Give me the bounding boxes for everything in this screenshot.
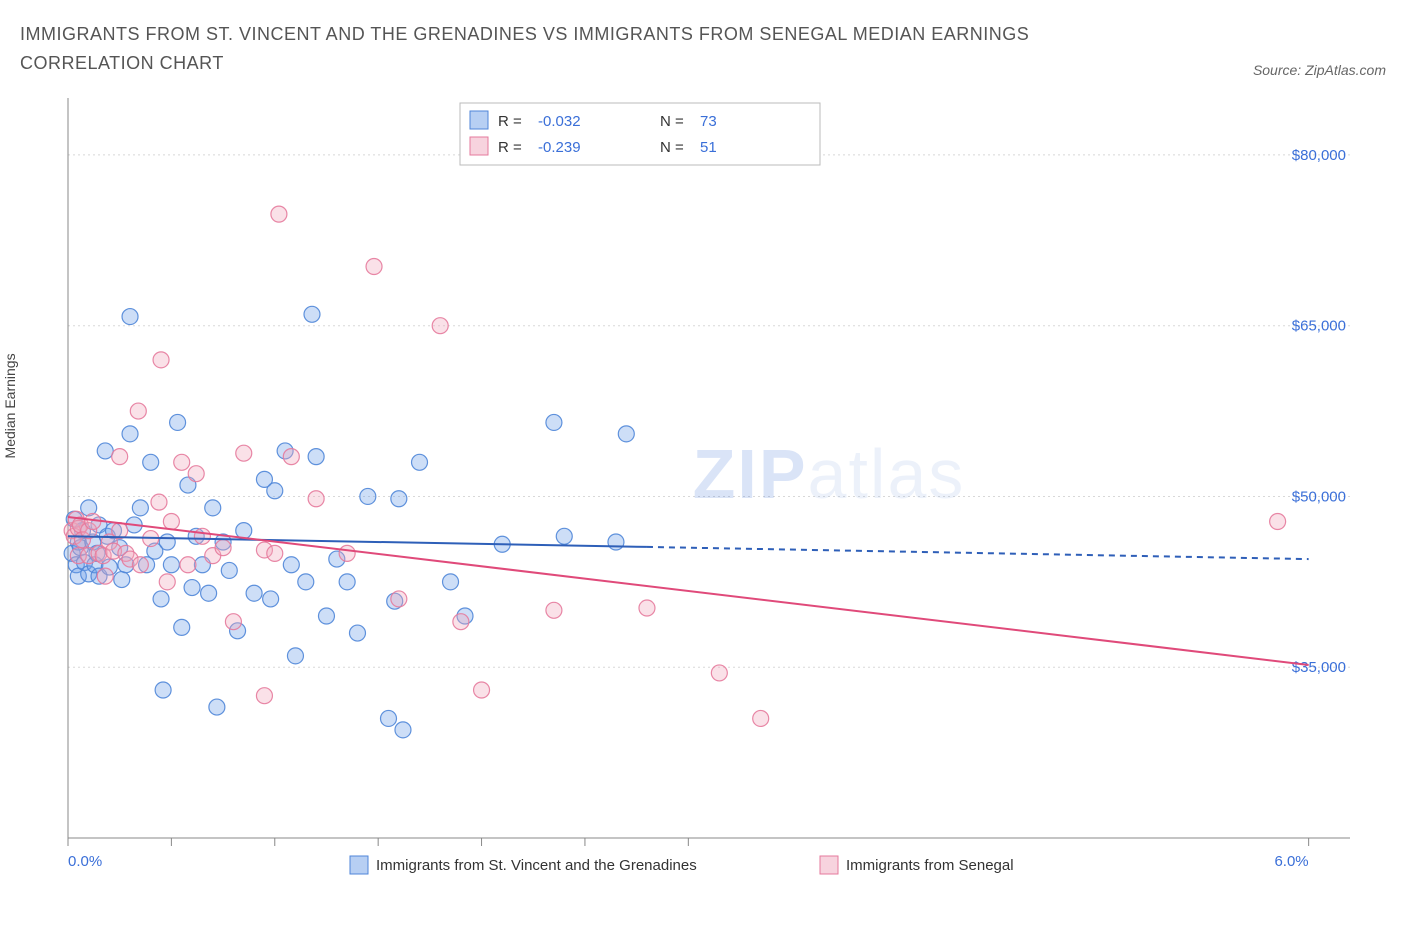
data-point [546,602,562,618]
legend-n-label: N = [660,139,684,156]
data-point [391,490,407,506]
data-point [122,425,138,441]
data-point [194,528,210,544]
data-point [308,448,324,464]
data-point [608,534,624,550]
data-point [1270,513,1286,529]
data-point [304,306,320,322]
data-point [432,317,448,333]
data-point [184,579,200,595]
chart-title: IMMIGRANTS FROM ST. VINCENT AND THE GREN… [20,20,1120,78]
data-point [267,482,283,498]
data-point [711,665,727,681]
data-point [236,522,252,538]
data-point [546,414,562,430]
legend-series-label: Immigrants from St. Vincent and the Gren… [376,857,697,874]
legend-swatch [470,111,488,129]
data-point [474,682,490,698]
data-point [155,682,171,698]
data-point [753,710,769,726]
correlation-scatter-chart: $35,000 $50,000 $65,000 $80,000 0.0% 6.0% ZIPa… [20,88,1360,918]
data-point [412,454,428,470]
data-point [639,600,655,616]
regression-line-dashed [647,547,1309,559]
data-point [246,585,262,601]
data-point [130,403,146,419]
legend-swatch [350,856,368,874]
data-point [205,499,221,515]
data-point [151,494,167,510]
data-point [453,613,469,629]
data-point [201,585,217,601]
data-point [298,573,314,589]
data-point [618,425,634,441]
data-point [132,499,148,515]
data-point [188,465,204,481]
source-attribution: Source: ZipAtlas.com [1253,62,1386,78]
y-tick-label: $80,000 [1292,147,1346,164]
x-tick-label: 0.0% [68,853,102,870]
legend-series-label: Immigrants from Senegal [846,857,1014,874]
data-point [170,414,186,430]
data-point [153,591,169,607]
data-point [360,488,376,504]
data-point [163,556,179,572]
data-point [122,308,138,324]
legend-r-value: -0.032 [538,113,581,130]
legend-r-label: R = [498,113,522,130]
data-point [180,556,196,572]
legend-r-value: -0.239 [538,139,581,156]
data-point [174,619,190,635]
y-axis-label: Median Earnings [2,353,18,458]
data-point [391,591,407,607]
data-point [283,448,299,464]
legend-n-value: 51 [700,139,717,156]
data-point [114,571,130,587]
data-point [318,608,334,624]
y-tick-label: $35,000 [1292,659,1346,676]
data-point [263,591,279,607]
data-point [556,528,572,544]
data-point [143,454,159,470]
x-tick-label: 6.0% [1274,853,1308,870]
data-point [97,568,113,584]
data-point [339,573,355,589]
data-point [349,625,365,641]
data-point [215,539,231,555]
data-point [159,534,175,550]
data-point [287,647,303,663]
data-point [308,490,324,506]
data-point [283,556,299,572]
data-point [256,687,272,703]
data-point [366,258,382,274]
data-point [97,443,113,459]
y-tick-label: $50,000 [1292,488,1346,505]
data-point [236,445,252,461]
legend-n-label: N = [660,113,684,130]
watermark: ZIPatlas [693,435,966,513]
data-point [271,206,287,222]
data-point [267,545,283,561]
legend-n-value: 73 [700,113,717,130]
data-point [163,513,179,529]
data-point [159,573,175,589]
data-point [395,721,411,737]
data-point [381,710,397,726]
data-point [132,556,148,572]
data-point [225,613,241,629]
y-tick-label: $65,000 [1292,317,1346,334]
legend-swatch [470,137,488,155]
data-point [153,351,169,367]
data-point [221,562,237,578]
legend-swatch [820,856,838,874]
legend-r-label: R = [498,139,522,156]
data-point [209,699,225,715]
data-point [112,448,128,464]
data-point [339,545,355,561]
data-point [443,573,459,589]
data-point [174,454,190,470]
